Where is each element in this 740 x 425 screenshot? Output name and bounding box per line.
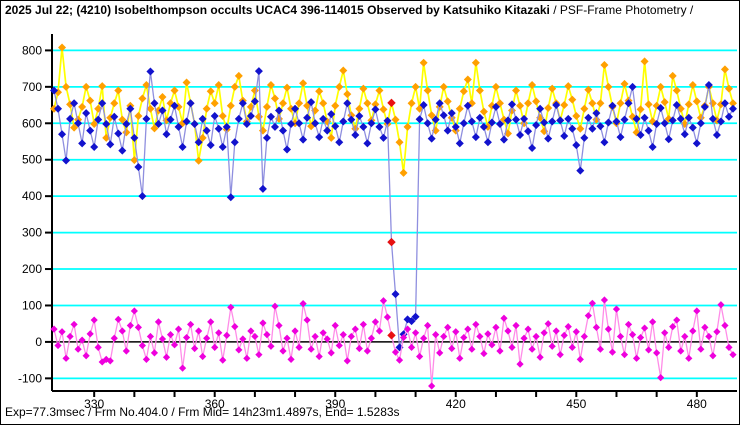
frame-status-text: Exp=77.3msec / Frm No.404.0 / Frm Mid= 1… [5,405,400,419]
svg-text:480: 480 [687,397,707,411]
svg-text:100: 100 [22,298,42,312]
svg-text:360: 360 [205,397,225,411]
svg-text:700: 700 [22,80,42,94]
chart-title: 2025 Jul 22; (4210) Isobelthompson occul… [5,3,693,17]
svg-text:420: 420 [446,397,466,411]
svg-text:300: 300 [22,226,42,240]
title-main: 2025 Jul 22; (4210) Isobelthompson occul… [5,3,550,17]
axes [45,34,737,397]
svg-text:390: 390 [325,397,345,411]
svg-text:600: 600 [22,116,42,130]
current-frame-points [387,98,396,340]
axis-tick-labels: -100 0 100 200 300 400 500 600 700 800 330 360 390 42… [18,43,707,411]
svg-text:500: 500 [22,153,42,167]
svg-text:330: 330 [84,397,104,411]
title-suffix: / PSF-Frame Photometry / [549,3,694,17]
background-series [50,296,737,390]
target-star-series [50,67,737,352]
svg-text:-100: -100 [18,371,42,385]
svg-text:450: 450 [566,397,586,411]
comparison-star-series [50,43,737,177]
svg-text:0: 0 [35,335,42,349]
svg-text:200: 200 [22,262,42,276]
svg-text:800: 800 [22,43,42,57]
gridlines [52,49,737,380]
svg-text:400: 400 [22,189,42,203]
